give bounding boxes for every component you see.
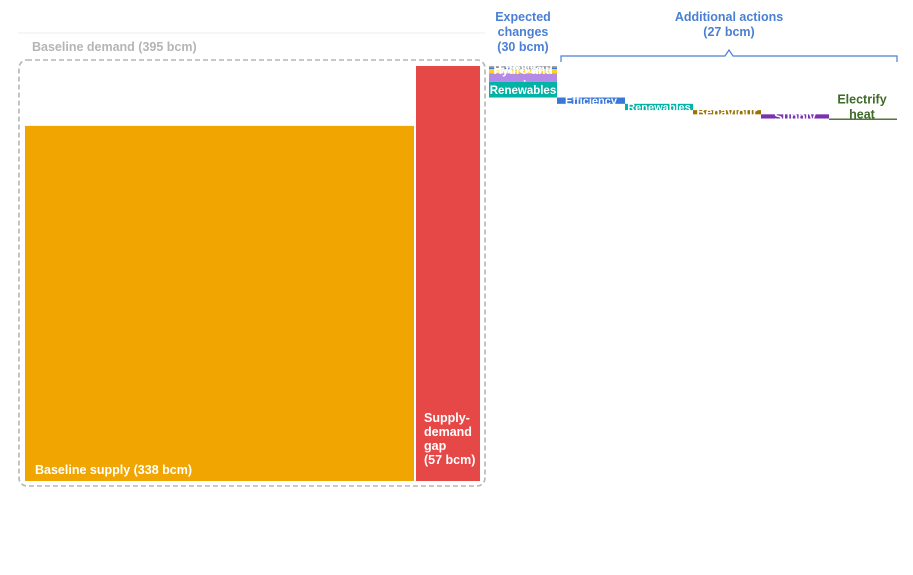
bar-baseline-supply xyxy=(25,125,414,481)
label-expected-3-0: Hydro and xyxy=(493,63,552,77)
label-additional-0: Efficiency xyxy=(565,96,618,108)
label-additional-4-1: heat xyxy=(849,108,876,122)
label-expected-4: Renewables xyxy=(490,85,556,97)
bar-additional-3 xyxy=(761,114,829,119)
bar-additional-0 xyxy=(557,97,625,104)
bar-supply-demand-gap xyxy=(416,66,480,481)
label-additional-1: Renewables xyxy=(627,102,691,114)
gap-label-1: demand xyxy=(424,425,472,439)
group-additional-label-1: (27 bcm) xyxy=(703,25,754,39)
bar-expected-2 xyxy=(489,69,557,74)
bar-additional-2 xyxy=(693,110,761,115)
label-additional-3: Supply xyxy=(774,110,816,124)
group-expected-label-0: Expected xyxy=(495,10,551,24)
label-additional-2: Behaviour xyxy=(696,106,757,120)
group-additional-label-0: Additional actions xyxy=(675,10,783,24)
group-expected-label-1: changes xyxy=(498,25,549,39)
gap-label-3: (57 bcm) xyxy=(424,453,475,467)
bar-expected-0 xyxy=(489,66,557,68)
bar-additional-1 xyxy=(625,103,693,111)
additional-actions-bracket xyxy=(560,48,898,62)
bar-expected-4 xyxy=(489,81,557,98)
bar-expected-1 xyxy=(489,67,557,70)
baseline-supply-label: Baseline supply (338 bcm) xyxy=(35,463,192,477)
bar-expected-3 xyxy=(489,73,557,82)
baseline-demand-label: Baseline demand (395 bcm) xyxy=(32,40,197,54)
gap-label-0: Supply- xyxy=(424,411,470,425)
group-expected-label-2: (30 bcm) xyxy=(497,40,548,54)
label-additional-4-0: Electrify xyxy=(837,93,886,107)
bar-additional-4 xyxy=(829,118,897,120)
gap-label-2: gap xyxy=(424,439,447,453)
baseline-demand-outline xyxy=(18,59,486,487)
